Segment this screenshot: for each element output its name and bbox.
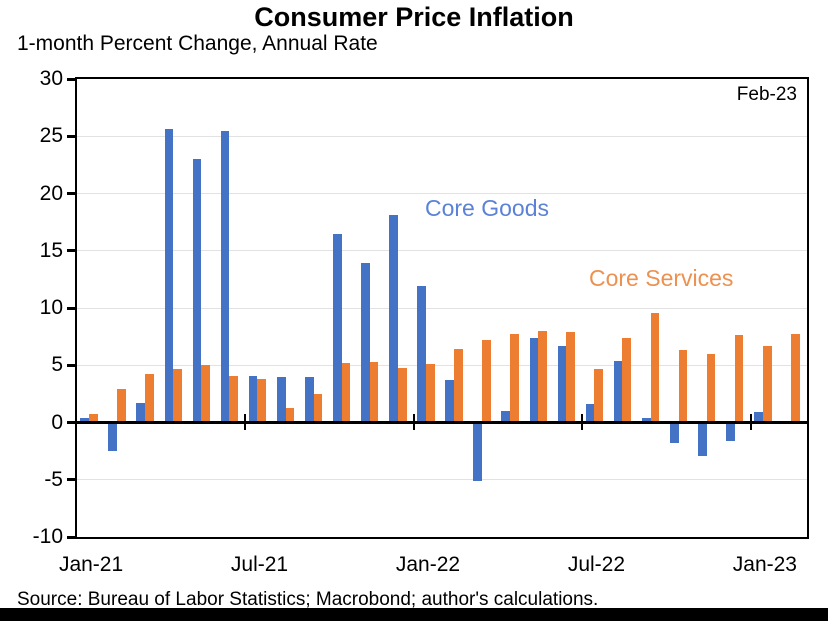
y-axis-tick: [67, 478, 75, 482]
bar-core-services: [706, 353, 716, 423]
bar-core-goods: [726, 422, 735, 441]
bar-core-services: [650, 312, 660, 423]
bar-core-goods: [473, 422, 483, 481]
bar-core-goods: [389, 215, 398, 423]
bar-core-goods: [417, 286, 426, 423]
bar-core-goods: [108, 422, 118, 452]
bar-core-goods: [164, 129, 174, 423]
bar-core-services: [594, 368, 604, 423]
source-note: Source: Bureau of Labor Statistics; Macr…: [17, 589, 599, 610]
bar-core-services: [173, 368, 182, 423]
x-axis-tick: [244, 413, 247, 430]
x-axis-label: Jan-23: [732, 553, 797, 576]
gridline-20: [77, 193, 807, 194]
bar-core-services: [482, 340, 491, 423]
bar-core-services: [89, 414, 98, 423]
x-axis-label: Jul-21: [230, 553, 289, 576]
x-axis-tick: [412, 413, 415, 430]
bar-core-goods: [754, 412, 763, 423]
bar-core-goods: [276, 376, 286, 423]
bar-core-services: [425, 364, 435, 423]
bar-core-services: [229, 375, 239, 423]
bar-core-services: [313, 393, 323, 423]
bar-core-goods: [697, 422, 707, 456]
bar-core-goods: [613, 360, 623, 423]
bar-core-goods: [641, 417, 651, 423]
bar-core-goods: [669, 422, 679, 444]
bar-core-goods: [136, 403, 146, 423]
plot-area: Feb-23 Core Goods Core Services 30 25 20 15…: [33, 67, 809, 576]
gridline-10: [77, 307, 807, 309]
y-axis-tick: [67, 421, 75, 424]
bar-core-goods: [361, 263, 370, 423]
bar-core-services: [622, 337, 632, 423]
latest-month-label: Feb-23: [736, 84, 797, 105]
bar-core-services: [510, 334, 519, 423]
bar-core-services: [734, 335, 744, 423]
bar-core-goods: [220, 130, 230, 423]
y-axis-tick: [67, 77, 75, 81]
y-axis-tick: [67, 535, 75, 539]
x-axis-tick: [749, 413, 752, 430]
bar-core-services: [790, 334, 800, 423]
bar-core-services: [341, 362, 351, 423]
gridline-5: [77, 364, 807, 366]
x-axis-label: Jan-22: [395, 553, 461, 576]
y-axis-label: -10: [32, 525, 63, 548]
bar-core-goods: [529, 337, 539, 423]
bar-core-services: [397, 367, 407, 423]
gridline--5: [77, 479, 807, 481]
y-axis-tick: [67, 192, 75, 195]
bar-core-goods: [501, 411, 511, 423]
bar-core-goods: [332, 233, 342, 423]
bar-core-goods: [557, 345, 567, 423]
bar-core-goods: [304, 376, 314, 423]
bar-core-services: [538, 330, 547, 423]
bar-core-goods: [192, 159, 202, 423]
y-axis-tick: [67, 134, 75, 138]
chart-subtitle: 1-month Percent Change, Annual Rate: [17, 32, 378, 55]
bar-core-services: [285, 407, 295, 423]
bar-core-services: [201, 365, 210, 423]
gridline-15: [77, 250, 807, 252]
y-axis-label: 30: [39, 67, 63, 90]
bottom-black-bar: [0, 608, 828, 621]
y-axis-label: 20: [39, 181, 63, 205]
bar-core-services: [145, 374, 154, 423]
y-axis-label: 15: [39, 238, 63, 262]
y-axis-tick: [67, 306, 75, 310]
y-axis-tick: [67, 249, 75, 253]
y-axis-label: 0: [51, 410, 63, 434]
zero-axis-line: [77, 421, 807, 424]
bar-core-services: [762, 345, 772, 423]
x-axis-label: Jul-22: [567, 553, 626, 576]
series-label-core-goods: Core Goods: [425, 195, 550, 221]
bar-core-goods: [248, 375, 258, 423]
chart-title: Consumer Price Inflation: [254, 2, 574, 32]
x-axis-label: Jan-21: [58, 553, 124, 576]
bar-core-goods: [445, 380, 454, 423]
bar-core-goods: [80, 417, 89, 423]
bar-core-services: [566, 332, 575, 423]
bar-core-goods: [585, 404, 595, 423]
bar-core-services: [454, 349, 463, 423]
y-axis-tick: [67, 363, 75, 367]
y-axis-label: -5: [44, 467, 63, 491]
bar-core-services: [678, 350, 688, 423]
x-axis-tick: [581, 413, 584, 430]
y-axis-label: 5: [51, 353, 63, 377]
gridline-25: [77, 135, 807, 137]
y-axis-label: 10: [39, 296, 63, 319]
bar-core-services: [257, 378, 267, 423]
y-axis-label: 25: [39, 124, 63, 148]
series-label-core-services: Core Services: [589, 265, 734, 291]
bar-core-services: [117, 389, 126, 423]
bar-core-services: [369, 361, 379, 423]
